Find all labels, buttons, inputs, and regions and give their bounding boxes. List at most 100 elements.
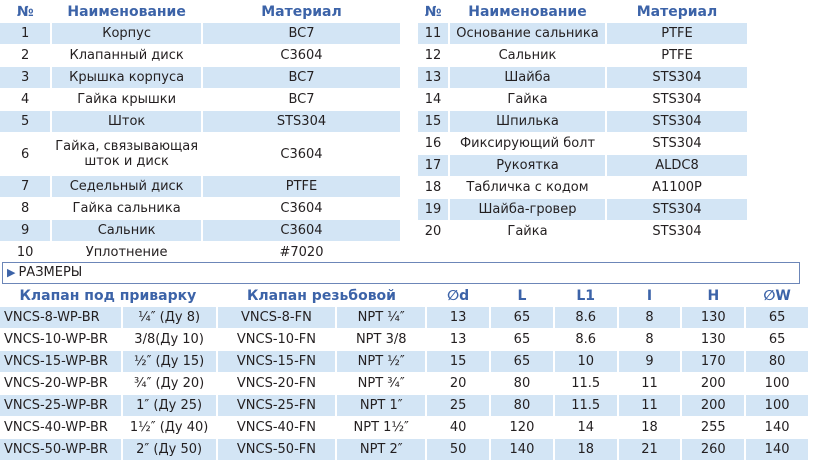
table-row: 1 Корпус BC7	[0, 23, 400, 44]
cell-weld-model: VNCS-50-WP-BR	[0, 439, 121, 460]
cell-thread-size: NPT 3/8	[355, 332, 407, 347]
cell-no: 10	[16, 245, 34, 260]
cell-W: 65	[768, 332, 786, 347]
section-title: РАЗМЕРЫ	[18, 265, 83, 280]
cell-name: Уплотнение	[85, 245, 168, 260]
table-row: 7 Седельный диск PTFE	[0, 176, 400, 197]
cell-material: #7020	[279, 245, 324, 260]
cell-material: PTFE	[203, 176, 400, 197]
cell-weld-model: VNCS-40-WP-BR	[4, 420, 108, 435]
table-row: 9 Сальник C3604	[0, 220, 400, 241]
header-d: ∅d	[447, 287, 470, 304]
cell-weld-model: VNCS-15-WP-BR	[0, 351, 121, 372]
cell-no: 11	[418, 23, 448, 44]
table-row: 15 Шпилька STS304	[418, 111, 747, 132]
cell-material: C3604	[280, 146, 323, 162]
cell-thread-model: VNCS-50-FN	[217, 439, 336, 460]
parts-table-right: № Наименование Материал 11 Основание саль…	[416, 0, 749, 243]
cell-name: Гайка	[507, 224, 548, 239]
cell-I: 18	[641, 420, 658, 435]
cell-no: 4	[20, 92, 30, 107]
cell-weld-size: 1″ (Ду 25)	[122, 395, 216, 416]
cell-weld-size: ¼″ (Ду 8)	[122, 307, 216, 328]
cell-no: 17	[418, 155, 448, 176]
cell-H: 255	[700, 420, 726, 435]
cell-no: 20	[424, 224, 442, 239]
cell-material: PTFE	[607, 23, 747, 44]
cell-I: 8	[618, 307, 681, 328]
table-row: 13 Шайба STS304	[418, 67, 747, 88]
header-name: Наименование	[67, 3, 186, 20]
cell-I: 8	[645, 332, 654, 347]
cell-name: Клапанный диск	[69, 48, 184, 63]
cell-d: 13	[449, 332, 467, 347]
cell-W: 140	[764, 420, 790, 435]
table-row: VNCS-50-WP-BR 2″ (Ду 50) VNCS-50-FN NPT 2″ 5…	[0, 439, 808, 460]
header-threaded-valve: Клапан резьбовой	[246, 287, 396, 304]
cell-weld-model: VNCS-25-WP-BR	[0, 395, 121, 416]
cell-no: 14	[424, 92, 442, 107]
cell-thread-model: VNCS-25-FN	[217, 395, 336, 416]
table-row: 6 Гайка, связывающая шток и диск C3604	[0, 133, 400, 175]
table-row: 12 Сальник PTFE	[418, 45, 747, 66]
cell-L: 65	[491, 307, 553, 328]
cell-material: STS304	[607, 199, 747, 220]
table-row: 20 Гайка STS304	[418, 221, 747, 242]
cell-material: C3604	[280, 48, 323, 63]
cell-I: 9	[618, 351, 681, 372]
cell-H: 200	[700, 376, 726, 391]
triangle-right-icon: ▶	[7, 266, 16, 279]
cell-name: Шайба	[450, 67, 605, 88]
header-weld-valve: Клапан под приварку	[19, 287, 197, 304]
cell-H: 260	[682, 439, 745, 460]
section-header: ▶ РАЗМЕРЫ	[2, 262, 800, 284]
cell-thread-size: NPT ¾″	[357, 376, 405, 391]
cell-weld-model: VNCS-20-WP-BR	[4, 376, 108, 391]
cell-name: Шпилька	[450, 111, 605, 132]
cell-L1: 14	[577, 420, 594, 435]
cell-no: 12	[424, 48, 442, 63]
cell-L: 140	[491, 439, 553, 460]
cell-no: 9	[0, 220, 51, 241]
cell-material: BC7	[288, 92, 315, 107]
cell-material: PTFE	[661, 48, 693, 63]
cell-thread-size: NPT ½″	[337, 351, 426, 372]
cell-weld-size: 2″ (Ду 50)	[122, 439, 216, 460]
header-L1: L1	[576, 287, 596, 304]
parts-table-left: № Наименование Материал 1 Корпус BC7 2 Клапа…	[0, 0, 402, 264]
cell-material: STS304	[203, 111, 400, 132]
header-H: H	[707, 287, 720, 304]
cell-I: 21	[618, 439, 681, 460]
table-row: VNCS-10-WP-BR 3/8(Ду 10) VNCS-10-FN NPT 3/8…	[0, 329, 808, 350]
cell-d: 15	[427, 351, 490, 372]
cell-material: STS304	[607, 67, 747, 88]
cell-no: 18	[424, 180, 442, 195]
cell-no: 16	[424, 136, 442, 151]
cell-weld-size: 1½″ (Ду 40)	[129, 420, 209, 435]
cell-d: 25	[427, 395, 490, 416]
cell-name: Основание сальника	[450, 23, 605, 44]
cell-name: Седельный диск	[52, 176, 201, 197]
cell-name: Сальник	[498, 48, 557, 63]
header-material: Материал	[636, 3, 718, 20]
cell-L1: 11.5	[571, 376, 601, 391]
table-row: 8 Гайка сальника C3604	[0, 198, 400, 219]
header-no: №	[424, 3, 442, 20]
cell-W: 80	[746, 351, 808, 372]
cell-name: Гайка, связывающая шток и диск	[55, 139, 199, 169]
table-row: VNCS-8-WP-BR ¼″ (Ду 8) VNCS-8-FN NPT ¼″ 13 65…	[0, 307, 808, 328]
table-row: 5 Шток STS304	[0, 111, 400, 132]
cell-thread-model: VNCS-8-FN	[217, 307, 336, 328]
table-row: 16 Фиксирующий болт STS304	[418, 133, 747, 154]
cell-W: 100	[764, 376, 790, 391]
cell-weld-model: VNCS-8-WP-BR	[0, 307, 121, 328]
cell-d: 40	[449, 420, 467, 435]
cell-H: 200	[682, 395, 745, 416]
cell-W: 65	[746, 307, 808, 328]
cell-material: STS304	[607, 111, 747, 132]
cell-name: Гайка крышки	[77, 92, 177, 107]
cell-material: C3604	[203, 220, 400, 241]
table-row: VNCS-25-WP-BR 1″ (Ду 25) VNCS-25-FN NPT 1″ 2…	[0, 395, 808, 416]
cell-L1: 18	[554, 439, 617, 460]
cell-no: 13	[418, 67, 448, 88]
